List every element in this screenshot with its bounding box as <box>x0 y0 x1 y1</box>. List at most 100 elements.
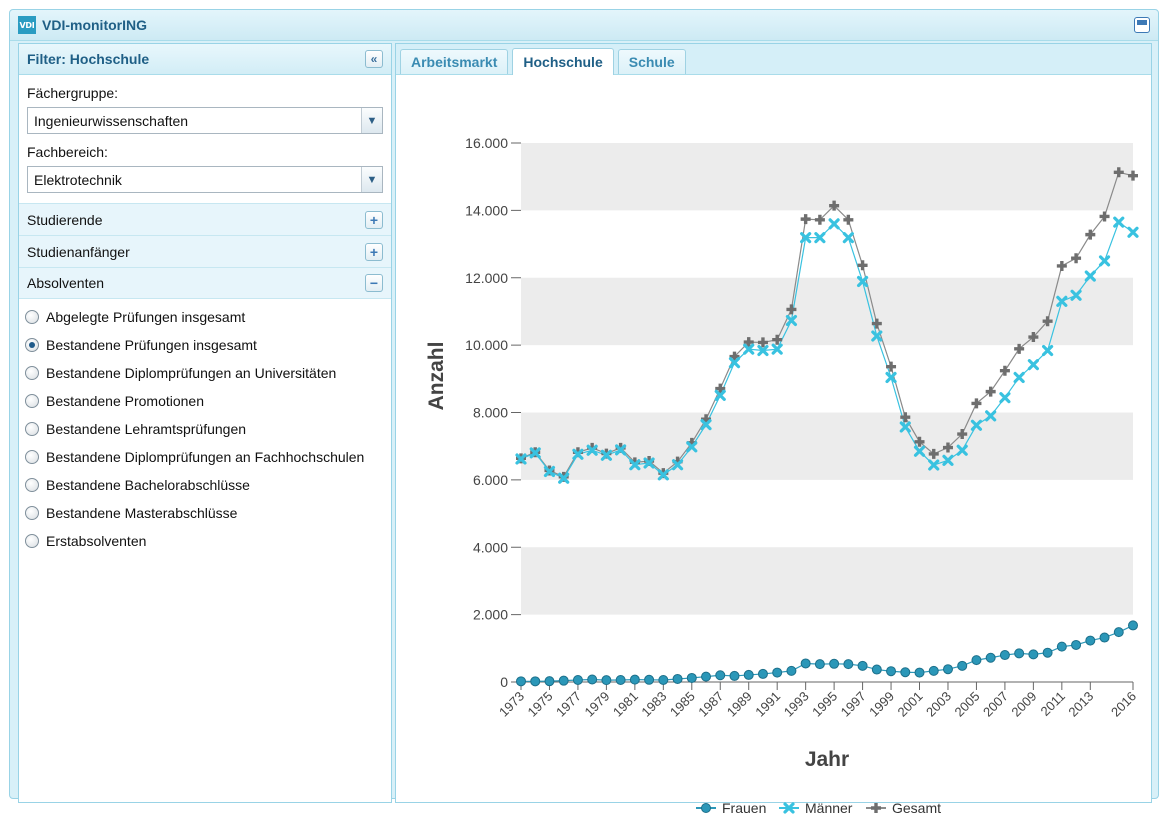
collapse-panel-button[interactable]: « <box>365 50 383 68</box>
radio-option[interactable]: Bestandene Promotionen <box>25 387 391 415</box>
radio-button[interactable] <box>25 338 39 352</box>
fachbereich-label: Fachbereich: <box>27 144 108 160</box>
data-point <box>586 444 598 456</box>
data-point <box>871 664 882 675</box>
fachbereich-select[interactable]: Elektrotechnik ▼ <box>27 166 383 193</box>
x-tick-label: 1979 <box>581 689 612 720</box>
maximize-icon <box>1137 20 1147 25</box>
radio-button[interactable] <box>25 534 39 548</box>
x-tick-label: 1997 <box>838 689 869 720</box>
data-point <box>857 260 868 271</box>
radio-option[interactable]: Bestandene Diplomprüfungen an Universitä… <box>25 359 391 387</box>
data-point <box>985 652 996 663</box>
radio-option[interactable]: Bestandene Masterabschlüsse <box>25 499 391 527</box>
chevron-down-icon[interactable]: ▼ <box>361 167 382 192</box>
data-point <box>671 459 684 471</box>
data-point <box>928 459 940 471</box>
section-studierende[interactable]: Studierende + <box>19 203 391 235</box>
data-point <box>786 665 797 676</box>
data-point <box>558 472 570 484</box>
radio-button[interactable] <box>25 310 39 324</box>
data-point <box>1013 371 1025 384</box>
data-point <box>1113 216 1125 228</box>
data-point <box>971 398 982 409</box>
section-studienanfaenger[interactable]: Studienanfänger + <box>19 235 391 267</box>
radio-option[interactable]: Abgelegte Prüfungen insgesamt <box>25 303 391 331</box>
data-point <box>743 337 754 348</box>
data-point <box>757 337 768 348</box>
data-point <box>829 658 840 669</box>
data-point <box>700 419 712 431</box>
data-point <box>942 664 953 675</box>
data-point <box>757 344 769 357</box>
y-tick-label: 2.000 <box>473 607 508 623</box>
data-point <box>1014 648 1025 659</box>
data-point <box>871 330 883 342</box>
data-point <box>1127 226 1139 238</box>
x-tick-label: 1975 <box>525 689 556 720</box>
y-tick-label: 6.000 <box>473 472 508 488</box>
data-point <box>715 383 726 394</box>
radio-button[interactable] <box>25 422 39 436</box>
data-point <box>856 275 869 288</box>
section-absolventen[interactable]: Absolventen − <box>19 267 391 299</box>
data-point <box>999 365 1010 376</box>
maximize-button[interactable] <box>1134 17 1150 33</box>
radio-option[interactable]: Bestandene Lehramtsprüfungen <box>25 415 391 443</box>
tab-schule[interactable]: Schule <box>617 49 686 74</box>
radio-button[interactable] <box>25 450 39 464</box>
x-tick-label: 2005 <box>952 689 983 720</box>
radio-button[interactable] <box>25 478 39 492</box>
radio-button[interactable] <box>25 366 39 380</box>
radio-option[interactable]: Bestandene Bachelorabschlüsse <box>25 471 391 499</box>
data-point <box>957 429 968 440</box>
data-point <box>1113 167 1124 178</box>
radio-option[interactable]: Bestandene Diplomprüfungen an Fachhochsc… <box>25 443 391 471</box>
radio-option[interactable]: Erstabsolventen <box>25 527 391 555</box>
data-point <box>516 676 526 687</box>
data-point <box>999 392 1011 404</box>
data-point <box>828 218 840 230</box>
expand-icon[interactable]: + <box>365 210 383 229</box>
radio-option[interactable]: Bestandene Prüfungen insgesamt <box>25 331 391 359</box>
x-tick-label: 2016 <box>1108 689 1139 720</box>
data-point <box>1042 316 1053 327</box>
x-tick-label: 1989 <box>724 689 755 720</box>
data-point <box>644 674 655 685</box>
data-point <box>800 232 812 244</box>
data-point <box>529 447 541 459</box>
faechergruppe-value: Ingenieurwissenschaften <box>34 112 189 129</box>
radio-label: Bestandene Masterabschlüsse <box>46 505 238 521</box>
data-point <box>686 441 698 453</box>
x-tick-label: 1973 <box>496 689 527 720</box>
x-tick-label: 2011 <box>1038 689 1068 719</box>
y-tick-label: 16.000 <box>465 135 508 151</box>
faechergruppe-select[interactable]: Ingenieurwissenschaften ▼ <box>27 107 383 134</box>
data-point <box>1128 170 1138 181</box>
x-tick-label: 1987 <box>695 689 726 720</box>
data-point <box>1014 343 1025 354</box>
collapse-icon[interactable]: − <box>365 274 383 292</box>
plot-band <box>521 547 1133 615</box>
data-point <box>772 667 783 678</box>
data-point <box>914 436 925 447</box>
radio-label: Abgelegte Prüfungen insgesamt <box>46 309 246 325</box>
data-point <box>629 459 641 471</box>
tab-hochschule[interactable]: Hochschule <box>512 48 614 75</box>
radio-button[interactable] <box>25 506 39 520</box>
data-point <box>1070 289 1082 301</box>
data-point <box>615 444 627 456</box>
chevron-down-icon[interactable]: ▼ <box>361 108 382 133</box>
tab-arbeitsmarkt[interactable]: Arbeitsmarkt <box>400 49 509 74</box>
data-point <box>814 214 825 225</box>
faechergruppe-label: Fächergruppe: <box>27 85 119 101</box>
expand-icon[interactable]: + <box>365 242 383 261</box>
data-point <box>658 674 669 685</box>
radio-label: Bestandene Bachelorabschlüsse <box>46 477 250 493</box>
fachbereich-value: Elektrotechnik <box>34 171 122 188</box>
data-point <box>1027 359 1039 371</box>
data-point <box>786 304 797 315</box>
radio-button[interactable] <box>25 394 39 408</box>
data-point <box>601 675 612 686</box>
section-label: Absolventen <box>27 275 105 291</box>
